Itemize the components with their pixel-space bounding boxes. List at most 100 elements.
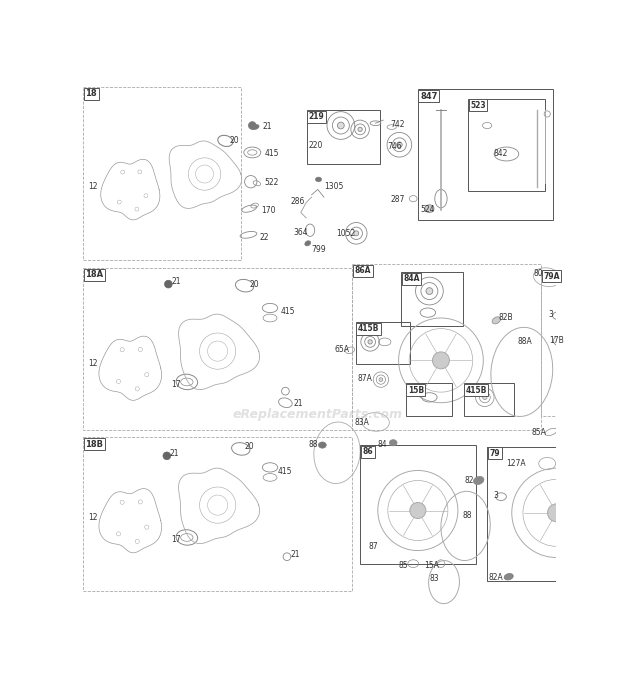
Text: eReplacementParts.com: eReplacementParts.com	[232, 407, 403, 421]
Circle shape	[410, 502, 426, 518]
Text: 220: 220	[309, 141, 323, 150]
Text: 85: 85	[399, 561, 408, 570]
Text: 415: 415	[278, 466, 292, 475]
Text: 17B: 17B	[549, 335, 564, 344]
Text: 524: 524	[420, 205, 435, 214]
Circle shape	[337, 122, 344, 129]
Bar	[352, 264, 541, 430]
Text: 83: 83	[430, 574, 439, 584]
Text: 82A: 82A	[489, 573, 503, 582]
Bar	[356, 322, 410, 365]
Circle shape	[433, 352, 450, 369]
Text: 415B: 415B	[358, 324, 379, 333]
Text: 522: 522	[265, 178, 279, 187]
Bar	[406, 383, 453, 416]
Text: 415B: 415B	[466, 386, 487, 395]
Text: 21: 21	[290, 550, 299, 559]
Text: 84A: 84A	[403, 274, 420, 283]
Text: 21: 21	[293, 399, 303, 408]
Text: 3: 3	[549, 310, 554, 319]
Ellipse shape	[474, 476, 484, 484]
Ellipse shape	[425, 205, 434, 213]
Text: 286: 286	[290, 197, 304, 206]
Circle shape	[483, 395, 487, 399]
Ellipse shape	[492, 317, 501, 324]
Ellipse shape	[305, 240, 311, 246]
Ellipse shape	[252, 125, 259, 130]
Text: 20: 20	[249, 279, 259, 288]
Circle shape	[426, 288, 433, 295]
Ellipse shape	[319, 442, 326, 448]
Text: 219: 219	[309, 112, 324, 121]
Text: 88: 88	[309, 439, 318, 448]
Text: 86: 86	[363, 448, 373, 457]
Text: 415: 415	[281, 307, 295, 316]
Bar	[307, 110, 380, 164]
Text: 847: 847	[420, 91, 438, 100]
Text: 87: 87	[368, 542, 378, 551]
Text: 88A: 88A	[518, 337, 533, 346]
Bar	[360, 445, 476, 564]
Text: 12: 12	[88, 182, 98, 191]
Text: 21: 21	[262, 123, 272, 132]
Circle shape	[379, 378, 383, 381]
Text: 20: 20	[230, 136, 239, 145]
Circle shape	[164, 280, 172, 288]
Text: 799: 799	[312, 245, 326, 254]
Text: 523: 523	[470, 101, 486, 110]
Circle shape	[368, 340, 372, 344]
Text: 746: 746	[387, 141, 402, 150]
Circle shape	[249, 122, 256, 130]
Text: 364: 364	[293, 228, 308, 237]
Text: 79: 79	[489, 449, 500, 458]
Text: 15B: 15B	[408, 386, 424, 395]
Text: 22: 22	[259, 233, 268, 242]
Bar	[83, 437, 352, 591]
Text: 82B: 82B	[498, 313, 513, 322]
Text: 170: 170	[261, 206, 275, 215]
Text: 85A: 85A	[532, 428, 547, 437]
Text: 742: 742	[390, 120, 405, 129]
Bar	[487, 446, 620, 581]
Text: 18A: 18A	[85, 270, 104, 279]
Circle shape	[541, 271, 547, 277]
Text: 3: 3	[494, 491, 498, 500]
Text: 287: 287	[391, 195, 405, 204]
Circle shape	[354, 231, 359, 236]
Text: 12: 12	[88, 513, 98, 522]
Text: 83A: 83A	[355, 418, 370, 427]
Circle shape	[604, 335, 620, 355]
Text: 86A: 86A	[355, 266, 371, 275]
Text: 127A: 127A	[507, 459, 526, 468]
Text: 21: 21	[172, 277, 181, 286]
Bar	[401, 272, 463, 326]
Text: 84: 84	[378, 439, 388, 448]
Circle shape	[547, 504, 565, 522]
Ellipse shape	[389, 439, 397, 446]
Ellipse shape	[504, 574, 513, 580]
Bar	[468, 98, 545, 191]
Text: 82: 82	[464, 476, 474, 485]
Text: 415: 415	[265, 150, 279, 159]
Bar	[83, 87, 241, 261]
Circle shape	[358, 128, 362, 132]
Ellipse shape	[316, 177, 322, 182]
Text: 1052: 1052	[336, 229, 355, 238]
Text: 18B: 18B	[85, 439, 103, 448]
Bar	[541, 270, 620, 416]
Text: 15A: 15A	[424, 561, 439, 570]
Text: 17: 17	[172, 535, 181, 544]
Bar	[418, 89, 552, 220]
Text: 21: 21	[170, 449, 179, 458]
Text: 20: 20	[245, 442, 254, 451]
Text: 17: 17	[172, 380, 181, 389]
Bar	[83, 268, 352, 430]
Text: 80: 80	[533, 270, 543, 279]
Circle shape	[397, 142, 402, 148]
Text: 18: 18	[85, 89, 97, 98]
Text: 1305: 1305	[324, 182, 343, 191]
Circle shape	[163, 452, 170, 459]
Text: 65A: 65A	[335, 345, 350, 354]
Text: 79A: 79A	[543, 272, 560, 281]
Text: 12: 12	[88, 359, 98, 368]
